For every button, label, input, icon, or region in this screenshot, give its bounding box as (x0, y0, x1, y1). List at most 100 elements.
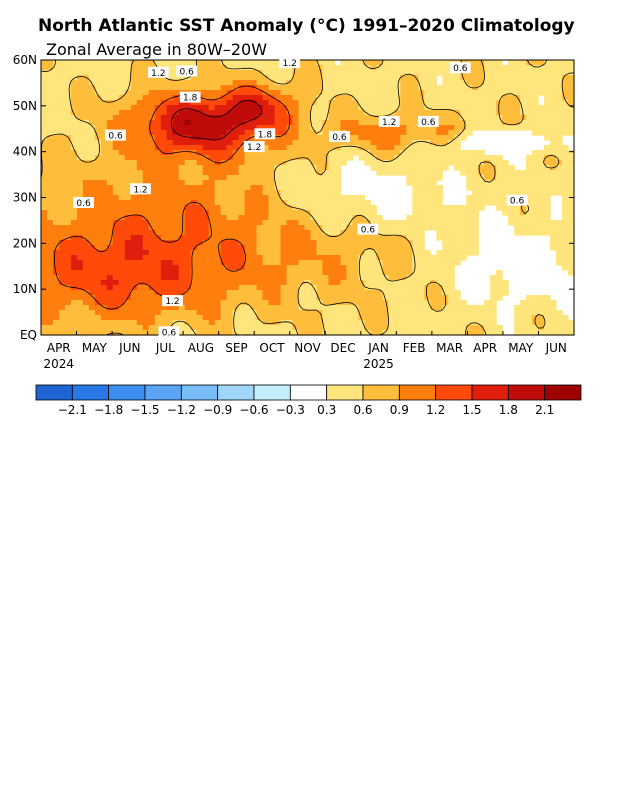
heat-cell (418, 295, 425, 301)
heat-cell (376, 135, 383, 141)
heat-cell (226, 250, 234, 256)
heat-cell (454, 220, 461, 226)
heat-cell (442, 245, 449, 251)
heat-cell (526, 65, 533, 71)
heat-cell (46, 105, 54, 111)
heat-cell (340, 305, 348, 311)
heat-cell (448, 100, 455, 106)
heat-cell (208, 120, 216, 126)
heat-cell (394, 125, 401, 131)
heat-cell (88, 165, 96, 171)
heat-cell (286, 205, 294, 211)
heat-cell (178, 225, 186, 231)
heat-cell (88, 305, 96, 311)
heat-cell (328, 190, 336, 196)
heat-cell (388, 95, 395, 101)
heat-cell (262, 95, 270, 101)
heat-cell (526, 305, 533, 311)
heat-cell (358, 285, 365, 291)
heat-cell (244, 85, 252, 91)
heat-cell (226, 230, 234, 236)
heat-cell (220, 290, 228, 296)
heat-cell (526, 75, 533, 81)
heat-cell (442, 330, 449, 336)
heat-cell (436, 200, 443, 206)
heat-cell (124, 280, 132, 286)
heat-cell (178, 100, 186, 106)
heat-cell (304, 60, 312, 66)
heat-cell (514, 120, 521, 126)
heat-cell (214, 185, 222, 191)
heat-cell (418, 225, 425, 231)
heat-cell (88, 85, 96, 91)
heat-cell (394, 290, 401, 296)
heat-cell (88, 215, 96, 221)
heat-cell (298, 290, 306, 296)
heat-cell (214, 80, 222, 86)
heat-cell (106, 150, 114, 156)
heat-cell (244, 250, 252, 256)
heat-cell (556, 170, 563, 176)
heat-cell (262, 285, 270, 291)
heat-cell (376, 280, 383, 286)
heat-cell (520, 230, 527, 236)
heat-cell (58, 90, 66, 96)
heat-cell (76, 120, 84, 126)
heat-cell (106, 230, 114, 236)
heat-cell (250, 325, 258, 331)
heat-cell (472, 160, 479, 166)
heat-cell (472, 150, 479, 156)
heat-cell (412, 270, 419, 276)
heat-cell (46, 195, 54, 201)
x-year-label: 2024 (43, 357, 74, 371)
heat-cell (100, 175, 108, 181)
heat-cell (214, 210, 222, 216)
heat-cell (382, 320, 389, 326)
heat-cell (274, 125, 282, 131)
heat-cell (196, 270, 204, 276)
heat-cell (370, 215, 377, 221)
heat-cell (394, 90, 401, 96)
heat-cell (112, 320, 120, 326)
heat-cell (544, 205, 551, 211)
heat-cell (208, 145, 216, 151)
heat-cell (304, 115, 312, 121)
heat-cell (550, 105, 557, 111)
heat-cell (262, 80, 270, 86)
heat-cell (406, 175, 413, 181)
y-tick-label: 60N (13, 53, 37, 67)
heat-cell (436, 95, 443, 101)
x-tick-label: MAY (508, 341, 534, 355)
heat-cell (412, 70, 419, 76)
heat-cell (70, 295, 78, 301)
heat-cell (496, 125, 503, 131)
heat-cell (556, 185, 563, 191)
heat-cell (292, 290, 300, 296)
heat-cell (298, 130, 306, 136)
plot-area (40, 59, 575, 336)
heat-cell (436, 160, 443, 166)
heat-cell (124, 210, 132, 216)
heat-cell (208, 195, 216, 201)
heat-cell (124, 260, 132, 266)
contour-label-box (449, 62, 471, 74)
heat-cell (532, 90, 539, 96)
heat-cell (232, 130, 240, 136)
heat-cell (166, 130, 174, 136)
heat-cell (202, 295, 210, 301)
heat-cell (82, 190, 90, 196)
heat-cell (496, 165, 503, 171)
heat-cell (256, 105, 264, 111)
heat-cell (184, 265, 192, 271)
heat-cell (448, 160, 455, 166)
heat-cell (274, 330, 282, 336)
heat-cell (268, 300, 276, 306)
heat-cell (514, 75, 521, 81)
heat-cell (478, 155, 485, 161)
heat-cell (400, 255, 407, 261)
heat-cell (400, 65, 407, 71)
heat-cell (46, 270, 54, 276)
heat-cell (322, 120, 330, 126)
heat-cell (118, 120, 126, 126)
